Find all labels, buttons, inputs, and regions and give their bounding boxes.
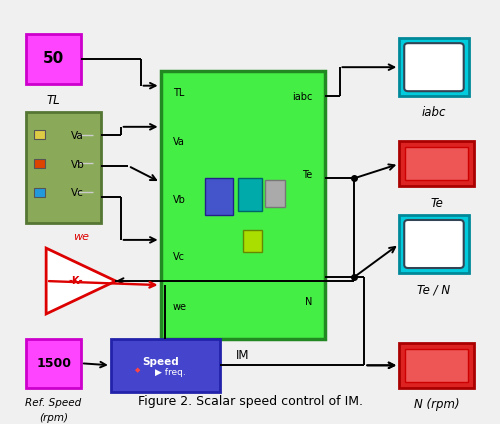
- Text: N (rpm): N (rpm): [414, 398, 460, 411]
- Text: 50: 50: [43, 51, 64, 67]
- Text: Speed: Speed: [142, 357, 179, 367]
- Text: Vb: Vb: [173, 195, 186, 205]
- Bar: [34, 159, 44, 168]
- Text: we: we: [73, 232, 89, 242]
- Text: TL: TL: [47, 94, 60, 107]
- Bar: [399, 215, 469, 273]
- Text: -K-: -K-: [68, 276, 84, 286]
- Bar: [26, 339, 81, 388]
- Text: iabc: iabc: [292, 92, 312, 102]
- Text: N: N: [305, 298, 312, 307]
- Bar: [34, 130, 44, 139]
- Text: Te: Te: [430, 197, 443, 210]
- Text: Ref. Speed: Ref. Speed: [26, 398, 82, 408]
- Text: Vc: Vc: [71, 189, 84, 198]
- FancyBboxPatch shape: [404, 43, 464, 91]
- Text: Vb: Vb: [71, 160, 85, 170]
- Bar: [111, 339, 220, 392]
- Bar: [265, 180, 285, 207]
- Bar: [242, 230, 262, 252]
- Text: Te / N: Te / N: [418, 283, 450, 296]
- Text: ◆: ◆: [136, 367, 141, 373]
- Text: 1500: 1500: [36, 357, 71, 370]
- Bar: [399, 39, 469, 96]
- Bar: [206, 178, 233, 215]
- Bar: [399, 141, 474, 187]
- Bar: [238, 178, 262, 211]
- Text: Figure 2. Scalar speed control of IM.: Figure 2. Scalar speed control of IM.: [138, 396, 362, 408]
- Bar: [160, 71, 324, 339]
- Bar: [34, 188, 44, 197]
- Bar: [26, 34, 81, 84]
- Text: Va: Va: [71, 131, 84, 141]
- Bar: [26, 112, 101, 223]
- Text: (rpm): (rpm): [39, 413, 68, 423]
- Bar: [405, 148, 468, 180]
- Text: Va: Va: [173, 137, 185, 147]
- Bar: [399, 343, 474, 388]
- Text: IM: IM: [236, 349, 250, 362]
- Text: Vc: Vc: [173, 252, 185, 262]
- Polygon shape: [46, 248, 116, 314]
- Text: we: we: [173, 301, 187, 312]
- Text: ▶ freq.: ▶ freq.: [155, 368, 186, 377]
- Text: Te: Te: [302, 170, 312, 180]
- Text: iabc: iabc: [422, 106, 446, 119]
- Bar: [405, 349, 468, 382]
- Text: TL: TL: [173, 88, 184, 98]
- FancyBboxPatch shape: [404, 220, 464, 268]
